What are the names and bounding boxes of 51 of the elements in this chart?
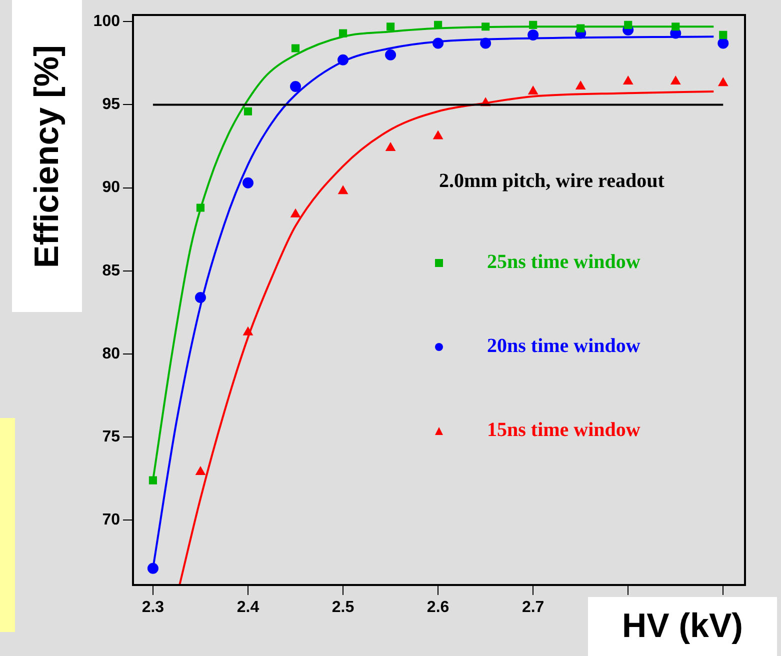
x-tick-label: 2.7 <box>522 599 544 616</box>
x-tick-label: 2.6 <box>426 599 450 616</box>
annotation: 2.0mm pitch, wire readout <box>439 170 665 192</box>
point <box>718 78 728 86</box>
y-axis-title: Efficiency [%] <box>28 44 66 268</box>
point <box>529 20 538 30</box>
point <box>242 177 254 188</box>
point <box>482 22 490 31</box>
point <box>290 208 300 218</box>
point <box>624 20 632 30</box>
point <box>719 30 728 39</box>
point <box>148 476 157 484</box>
y-tick-label: 75 <box>102 428 120 446</box>
x-tick-label: 2.3 <box>142 599 164 616</box>
point <box>576 80 586 90</box>
point <box>718 38 729 49</box>
point <box>576 24 585 32</box>
point <box>147 562 158 574</box>
point <box>672 22 680 31</box>
x-axis-title: HV (kV) <box>588 597 777 656</box>
point <box>432 38 444 49</box>
point <box>385 49 396 60</box>
point <box>244 107 252 116</box>
legend-label: 20ns time window <box>487 335 641 358</box>
point <box>338 54 349 66</box>
y-tick-label: 95 <box>102 96 120 114</box>
point <box>433 130 443 140</box>
legend-label: 15ns time window <box>487 419 641 442</box>
point <box>386 142 396 151</box>
point <box>670 76 680 84</box>
point <box>338 186 348 194</box>
x-tick-label: 2.5 <box>332 599 354 616</box>
y-tick-label: 80 <box>102 345 120 362</box>
y-tick-label: 85 <box>102 262 120 280</box>
point <box>196 204 205 212</box>
point <box>386 22 395 31</box>
point <box>623 76 633 84</box>
point <box>528 86 538 94</box>
point <box>480 38 492 49</box>
point <box>243 326 253 336</box>
y-tick-label: 70 <box>102 512 120 529</box>
x-tick-label: 2.4 <box>236 599 260 616</box>
y-tick-label: 90 <box>102 179 120 196</box>
legend-label: 25ns time window <box>487 251 641 274</box>
point <box>290 80 302 92</box>
point <box>194 292 206 304</box>
point <box>196 466 206 475</box>
point <box>291 44 300 52</box>
point <box>338 29 348 38</box>
point <box>528 29 539 40</box>
y-tick-label: 100 <box>93 13 120 30</box>
